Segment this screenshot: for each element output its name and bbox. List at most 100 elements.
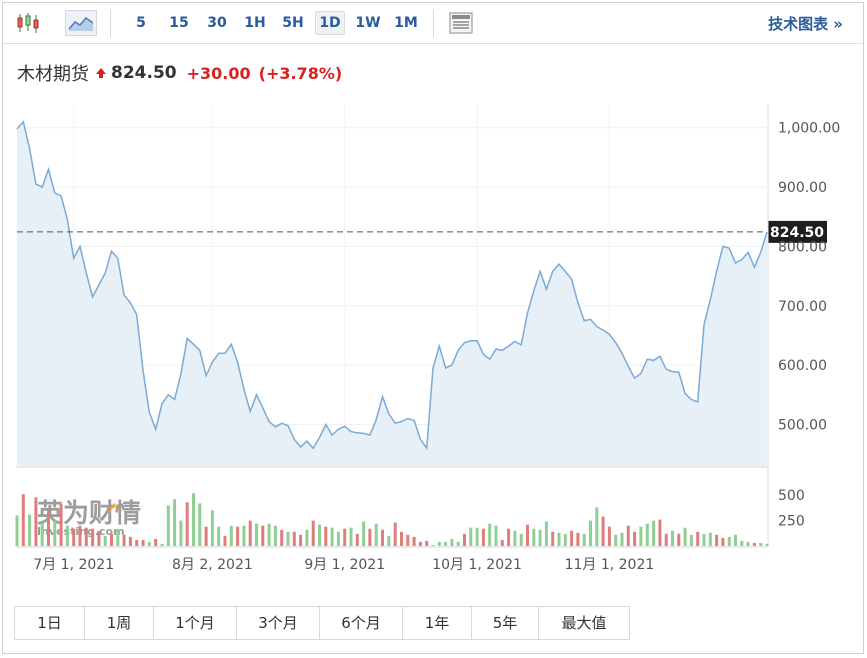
- volume-bar: [179, 520, 183, 546]
- price-point: [293, 438, 295, 440]
- price-point: [161, 403, 163, 405]
- volume-bar: [494, 525, 498, 546]
- price-point: [123, 294, 125, 296]
- price-point: [489, 358, 491, 360]
- volume-bar: [431, 545, 435, 546]
- volume-bar: [444, 541, 448, 546]
- volume-bar: [198, 503, 202, 546]
- price-point: [419, 438, 421, 440]
- volume-bar: [204, 526, 208, 546]
- volume-bar: [160, 544, 164, 546]
- price-point: [608, 333, 610, 335]
- price-point: [136, 314, 138, 316]
- volume-bar: [708, 532, 712, 546]
- price-point: [325, 424, 327, 426]
- volume-bar: [507, 528, 511, 546]
- volume-bar: [299, 534, 303, 546]
- volume-bar: [349, 527, 353, 546]
- timeframe-1w[interactable]: 1W: [355, 15, 381, 31]
- price-point: [230, 343, 232, 345]
- volume-bar: [626, 525, 630, 546]
- price-chart: 824.50 1,000.00 900.00 800.00 700.00 600.00 5…: [15, 104, 840, 573]
- price-point: [218, 352, 220, 354]
- price-point: [186, 337, 188, 339]
- price-point: [482, 353, 484, 355]
- volume-bar: [223, 535, 227, 546]
- volume-bar: [437, 541, 441, 546]
- volume-bar: [47, 509, 50, 546]
- volume-bar: [519, 533, 523, 546]
- volume-bar: [192, 493, 195, 546]
- volume-bar: [267, 523, 271, 546]
- current-price-label-bg: [768, 220, 827, 243]
- price-point: [640, 372, 642, 374]
- price-point: [552, 270, 554, 272]
- volume-bar: [59, 504, 63, 546]
- timeframe-15[interactable]: 15: [169, 15, 189, 31]
- volume-bar: [147, 541, 151, 546]
- volume-bar: [72, 528, 76, 546]
- price-point: [29, 148, 31, 150]
- timeframe-5[interactable]: 5: [136, 15, 146, 31]
- technical-chart-link[interactable]: 技术图表 »: [768, 15, 843, 33]
- period-button-0[interactable]: 1日: [15, 607, 85, 639]
- volume-bar: [557, 532, 561, 546]
- volume-bar: [400, 531, 403, 546]
- volume-bar: [702, 533, 706, 546]
- volume-bar: [418, 541, 422, 546]
- volume-bar: [110, 533, 113, 546]
- period-button-2[interactable]: 1个月: [154, 607, 237, 639]
- area-chart-icon[interactable]: [65, 10, 97, 36]
- timeframe-1h[interactable]: 1H: [244, 15, 266, 31]
- volume-bar: [532, 528, 536, 546]
- time-axis: 7月 1, 2021 8月 2, 2021 9月 1, 2021 10月 1, 202…: [33, 557, 654, 573]
- timeframe-1d[interactable]: 1D: [315, 11, 345, 35]
- price-point: [501, 349, 503, 351]
- price-point: [457, 349, 459, 351]
- volume-bar: [305, 529, 309, 546]
- volume-bar: [526, 524, 529, 546]
- volume-bar: [236, 526, 240, 546]
- volume-bar: [330, 527, 334, 546]
- price-point: [211, 361, 213, 363]
- period-button-6[interactable]: 5年: [472, 607, 539, 639]
- price-point: [394, 422, 396, 424]
- price-point: [470, 340, 472, 342]
- volume-bar: [166, 505, 170, 546]
- price-point: [464, 342, 466, 344]
- volume-bar: [217, 526, 221, 546]
- volume-bar: [620, 532, 624, 546]
- volume-bar: [103, 535, 107, 546]
- timeframe-5h[interactable]: 5H: [282, 15, 304, 31]
- price-point: [495, 348, 497, 350]
- price-point: [41, 186, 43, 188]
- table-view-icon[interactable]: [446, 10, 476, 36]
- price-point: [747, 251, 749, 253]
- price-point: [621, 352, 623, 354]
- price-point: [287, 425, 289, 427]
- period-button-7[interactable]: 最大值: [561, 614, 607, 632]
- volume-bar: [481, 528, 485, 546]
- volume-bar: [645, 523, 649, 546]
- price-point: [539, 270, 541, 272]
- price-point: [590, 318, 592, 320]
- volume-bar: [116, 529, 120, 546]
- price-point: [571, 278, 573, 280]
- price-change-percent: (+3.78%): [258, 63, 343, 83]
- period-button-1[interactable]: 1周: [85, 607, 154, 639]
- period-button-5[interactable]: 1年: [403, 607, 472, 639]
- volume-bar: [248, 520, 252, 546]
- price-point: [167, 394, 169, 396]
- timeframe-30[interactable]: 30: [207, 15, 227, 31]
- volume-bar: [406, 534, 410, 546]
- volume-bar: [715, 534, 719, 546]
- candlestick-icon[interactable]: [13, 10, 43, 36]
- period-button-3[interactable]: 3个月: [237, 607, 320, 639]
- volume-bar: [318, 524, 321, 546]
- volume-bar: [677, 533, 681, 546]
- timeframe-1m[interactable]: 1M: [394, 15, 418, 31]
- period-button-4[interactable]: 6个月: [320, 607, 403, 639]
- price-point: [432, 367, 434, 369]
- volume-bars: [15, 493, 769, 546]
- time-tick-label: 8月 2, 2021: [172, 557, 253, 573]
